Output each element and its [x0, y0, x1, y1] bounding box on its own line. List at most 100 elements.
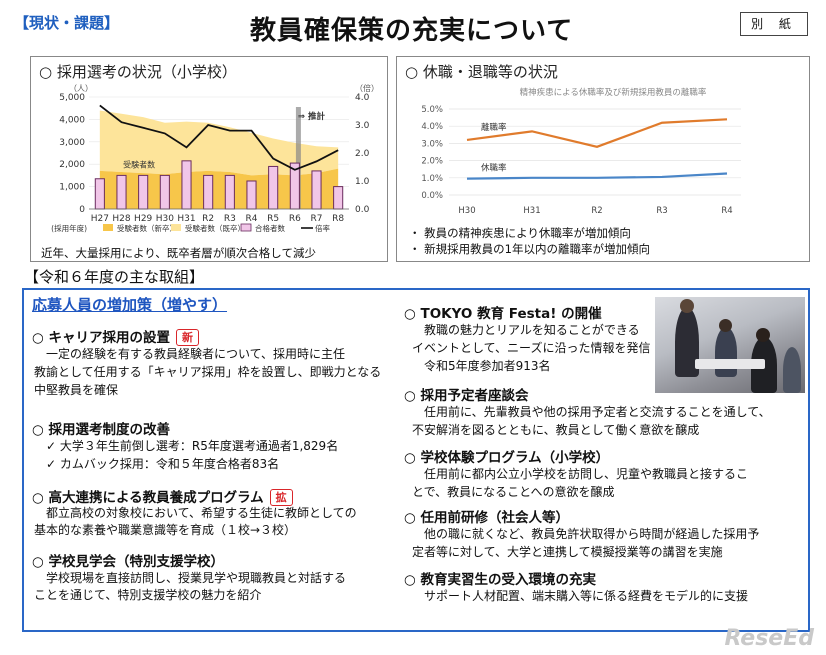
bar-passers	[224, 174, 235, 210]
y-right-tick: 4.0	[355, 93, 370, 103]
x-tick: H30	[156, 214, 174, 224]
roundtable-line-2: 不安解消を図るとともに、教員として働く意欲を醸成	[412, 423, 700, 437]
bar-passers	[333, 186, 344, 210]
career-hiring-line-2: 教諭として任用する「キャリア採用」枠を設置し、即戦力となる	[34, 365, 382, 379]
x-tick: R8	[332, 214, 344, 224]
bar-passers	[159, 174, 170, 210]
y-left-tick: 2,000	[59, 160, 85, 170]
career-hiring-line-3: 中堅教員を確保	[34, 383, 119, 397]
hs-univ-title-text: ○ 高大連携による教員養成プログラム	[32, 490, 264, 506]
recruitment-panel: ○ 採用選考の状況（小学校） （人） （倍） 5,000 4,000 3,000 2,00…	[30, 56, 388, 262]
pre-training-line-1: 他の職に就くなど、教員免許状取得から時間が経過した採用予	[424, 527, 760, 541]
page-title: 教員確保策の充実について	[250, 16, 574, 46]
career-hiring-title: ○ キャリア採用の設置新	[32, 326, 199, 346]
x-tick: R4	[721, 206, 732, 216]
y-right-tick: 0.0	[355, 205, 370, 215]
school-exp-line-1: 任用前に都内公立小学校を訪問し、児童や教職員と接するこ	[424, 467, 749, 481]
line-ratio	[99, 104, 339, 171]
x-tick: H30	[458, 206, 475, 216]
x-tick: H28	[112, 214, 130, 224]
school-exp-line-2: とで、教員になることへの意欲を醸成	[412, 485, 615, 499]
bar-passers	[203, 174, 214, 210]
y-left-unit: （人）	[69, 84, 93, 93]
legend-label: 受験者数（既卒）	[185, 223, 245, 233]
recruitment-caption: 近年、大量採用により、既卒者層が順次合格して減少	[41, 246, 316, 260]
roundtable-line-1: 任用前に、先輩教員や他の採用予定者と交流することを通して、	[424, 405, 771, 419]
career-hiring-title-text: ○ キャリア採用の設置	[32, 330, 170, 346]
x-tick: H29	[134, 214, 152, 224]
x-tick: R3	[224, 214, 236, 224]
y-right-tick: 2.0	[355, 149, 370, 159]
leave-bullet-2: ・ 新規採用教員の1年以内の離職率が増加傾向	[409, 242, 650, 256]
area-inner-label: 受験者数	[123, 160, 155, 170]
status-tag: 【現状・課題】	[14, 14, 120, 32]
y-tick: 0.0%	[421, 191, 443, 201]
annex-label: 別 紙	[740, 12, 808, 36]
legend-swatch	[103, 224, 113, 231]
y-left-tick: 1,000	[59, 183, 85, 193]
bar-passers	[311, 170, 322, 210]
y-tick: 5.0%	[421, 105, 443, 115]
watermark-logo: ReseEd	[724, 626, 814, 651]
x-tick: R4	[246, 214, 258, 224]
label-kyushoku: 休職率	[481, 163, 507, 174]
legend-swatch	[171, 224, 181, 231]
y-right-tick: 1.0	[355, 177, 370, 187]
forecast-divider	[295, 107, 301, 209]
pre-training-line-2: 定者等に対して、大学と連携して模擬授業等の講習を実施	[412, 545, 723, 559]
y-tick: 4.0%	[421, 122, 443, 132]
leave-panel-title: ○ 休職・退職等の状況	[405, 63, 558, 81]
x-tick: R2	[591, 206, 602, 216]
leave-chart-title: 精神疾患による休職率及び新規採用教員の離職率	[520, 87, 707, 98]
hs-univ-line-2: 基本的な素養や職業意識等を育成（１校→３校）	[34, 523, 297, 537]
legend-label: 受験者数（新卒）	[117, 223, 177, 233]
x-tick: R7	[311, 214, 323, 224]
bar-passers	[246, 180, 257, 210]
new-badge: 新	[175, 329, 199, 346]
school-exp-title: ○ 学校体験プログラム（小学校）	[404, 450, 610, 466]
x-tick: R3	[656, 206, 667, 216]
increase-heading: 応募人員の増加策（増やす）	[32, 296, 228, 314]
selection-improve-line-1: ✓ 大学３年生前倒し選考：R5年度選考通過者1,829名	[46, 439, 339, 453]
bar-passers	[94, 178, 105, 210]
leave-panel: ○ 休職・退職等の状況 精神疾患による休職率及び新規採用教員の離職率 5.0% 4.…	[396, 56, 810, 262]
festa-photo	[655, 297, 805, 393]
career-hiring-line-1: 一定の経験を有する教員経験者について、採用時に主任	[46, 347, 346, 361]
legend-label: 合格者数	[255, 223, 285, 233]
festa-line-3: 令和5年度参加者913名	[424, 359, 551, 373]
legend-swatch	[240, 223, 252, 232]
y-left-tick: 4,000	[59, 115, 85, 125]
x-tick: R5	[267, 214, 279, 224]
x-tick: R2	[202, 214, 214, 224]
practicum-title: ○ 教育実習生の受入環境の充実	[404, 572, 596, 588]
y-right-tick: 3.0	[355, 121, 370, 131]
roundtable-title: ○ 採用予定者座談会	[404, 388, 529, 404]
x-tick: H31	[177, 214, 195, 224]
festa-line-2: イベントとして、ニーズに沿った情報を発信	[412, 341, 651, 355]
area-series-shinsotsu	[99, 168, 339, 209]
school-visit-title: ○ 学校見学会（特別支援学校）	[32, 554, 224, 570]
bar-passers	[181, 160, 192, 210]
bar-passers	[138, 174, 149, 210]
recruitment-chart: （人） （倍） 5,000 4,000 3,000 2,000 1,000 0 4.0 3.0 2.…	[51, 83, 379, 233]
bar-passers	[116, 174, 127, 210]
hs-univ-title: ○ 高大連携による教員養成プログラム拡	[32, 486, 293, 506]
section-heading: 【令和６年度の主な取組】	[24, 268, 205, 286]
school-visit-line-1: 学校現場を直接訪問し、授業見学や現職教員と対話する	[46, 571, 347, 585]
selection-improve-title: ○ 採用選考制度の改善	[32, 422, 170, 438]
y-right-unit: （倍）	[355, 83, 379, 93]
pre-training-title: ○ 任用前研修（社会人等）	[404, 510, 569, 526]
x-tick: H31	[523, 206, 540, 216]
expand-badge: 拡	[269, 489, 293, 506]
selection-improve-line-2: ✓ カムバック採用：令和５年度合格者83名	[46, 457, 280, 471]
y-tick: 3.0%	[421, 139, 443, 149]
y-tick: 1.0%	[421, 174, 443, 184]
legend-label: 倍率	[315, 223, 330, 233]
bar-passers	[268, 165, 279, 210]
school-visit-line-2: ことを通じて、特別支援学校の魅力を紹介	[34, 588, 262, 602]
label-rishoku: 離職率	[481, 122, 507, 133]
x-axis-prefix: (採用年度)	[51, 223, 87, 233]
y-tick: 2.0%	[421, 157, 443, 167]
area-series-kisotsu	[99, 110, 339, 176]
y-left-tick: 3,000	[59, 138, 85, 148]
